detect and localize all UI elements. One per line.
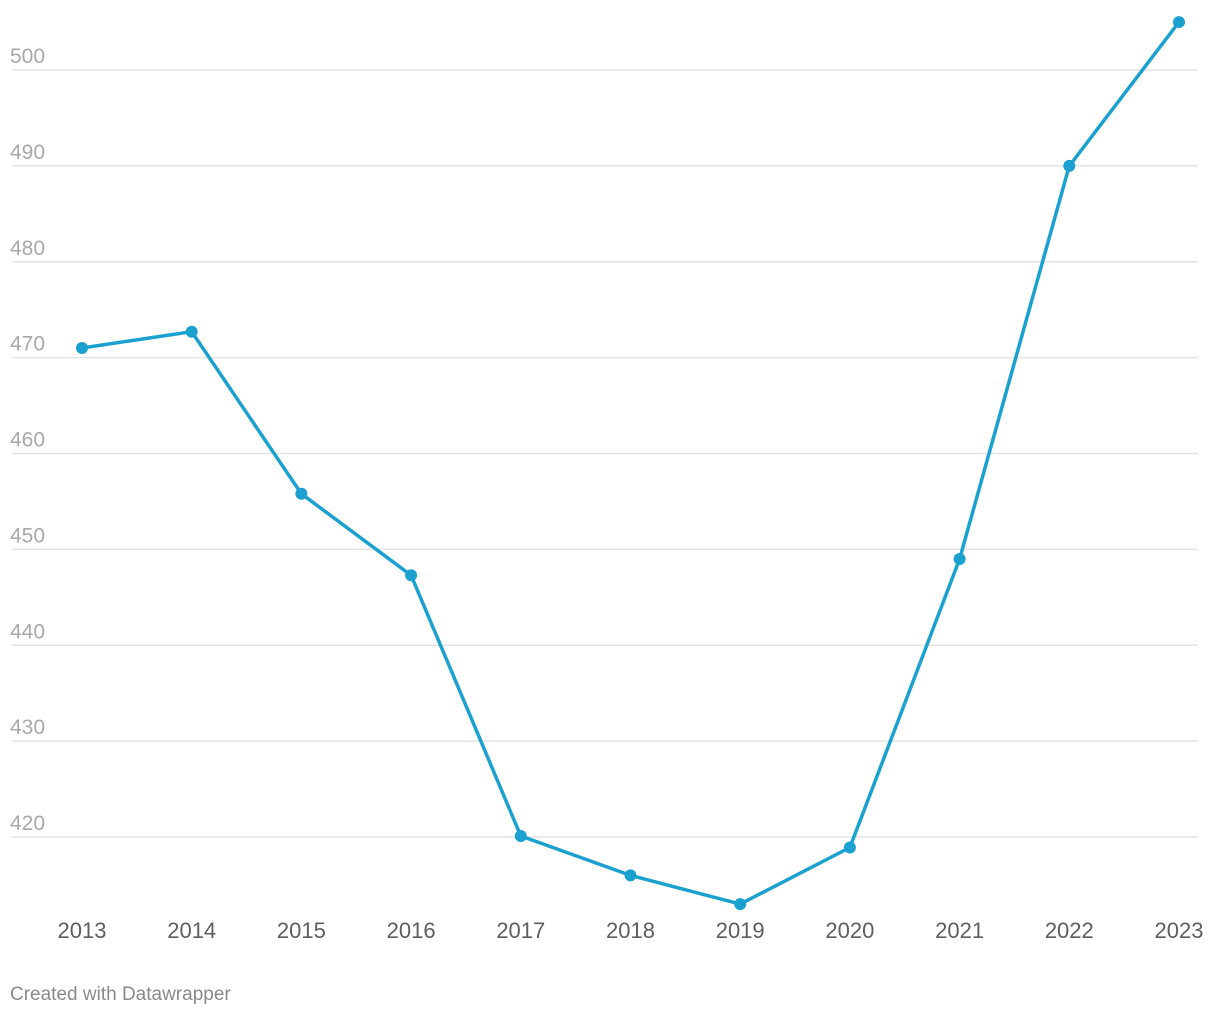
x-tick-label-2015: 2015 [277,918,326,943]
x-tick-label-2020: 2020 [825,918,874,943]
y-tick-label-470: 470 [10,333,45,356]
data-point-2021 [953,552,966,565]
y-tick-label-420: 420 [10,812,45,835]
gridlines [12,69,1198,838]
x-tick-label-2016: 2016 [387,918,436,943]
data-point-2015 [295,487,308,500]
y-tick-label-490: 490 [10,141,45,164]
data-point-2019 [734,898,747,911]
data-point-2013 [76,342,88,355]
data-point-2018 [624,869,637,882]
x-tick-label-2022: 2022 [1045,918,1094,943]
data-point-2016 [405,569,418,582]
y-tick-label-500: 500 [10,45,45,68]
y-tick-label-440: 440 [10,620,45,643]
data-point-2023 [1173,16,1185,29]
footer-credit: Created with Datawrapper [10,984,231,1005]
data-point-2014 [185,325,198,338]
x-tick-label-2018: 2018 [606,918,655,943]
y-axis-tick-labels: 420 430 440 450 460 470 480 490 500 [10,45,45,835]
x-tick-label-2017: 2017 [496,918,545,943]
data-point-2022 [1063,159,1076,172]
x-tick-label-2013: 2013 [58,918,107,943]
x-tick-label-2014: 2014 [167,918,216,943]
y-tick-label-430: 430 [10,716,45,739]
x-tick-label-2023: 2023 [1155,918,1204,943]
data-point-2020 [843,841,856,854]
y-tick-label-480: 480 [10,237,45,260]
x-tick-label-2021: 2021 [935,918,984,943]
y-tick-label-450: 450 [10,524,45,547]
data-point-2017 [514,830,527,843]
x-tick-label-2019: 2019 [716,918,765,943]
series-group [76,16,1185,911]
series-line-0 [80,20,1181,906]
y-tick-label-460: 460 [10,429,45,452]
x-axis-tick-labels: 2013 2014 2015 2016 2017 2018 2019 2020 2021 2022… [58,918,1204,943]
